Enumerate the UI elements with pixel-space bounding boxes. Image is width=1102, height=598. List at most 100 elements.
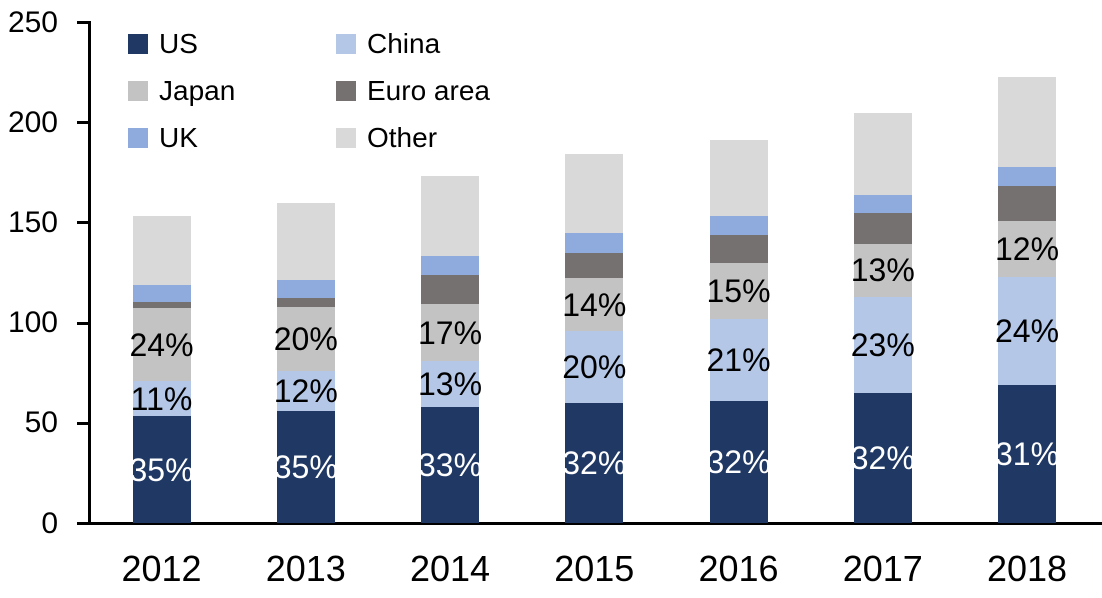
legend: US China Japan Euro area UK Other (128, 20, 544, 161)
bar-segment-label: 12% (994, 230, 1060, 267)
bar-segment-china (709, 319, 768, 402)
bar-segment-japan (998, 220, 1056, 277)
bar-segment-other (853, 112, 912, 195)
bar-segment-uk (998, 166, 1056, 186)
bar-segment-other (565, 153, 624, 233)
x-axis-label: 2013 (265, 548, 346, 589)
y-axis-tick (77, 221, 88, 225)
bar-segment-euro-area (132, 302, 191, 309)
bar-segment-label: 31% (994, 436, 1060, 473)
legend-label: US (159, 27, 198, 59)
x-axis-label: 2018 (986, 548, 1068, 589)
bar-segment-label: 13% (417, 366, 483, 403)
bar-segment-uk (132, 285, 191, 303)
bar-segment-euro-area (998, 185, 1056, 221)
x-axis-label: 2016 (698, 548, 779, 589)
bar-segment-china (565, 331, 624, 404)
legend-swatch-other (336, 127, 356, 148)
bar-segment-other (132, 215, 191, 285)
bar-segment-china (276, 371, 335, 412)
y-axis-tick (77, 421, 88, 425)
y-axis-tick (77, 121, 88, 125)
bar-segment-label: 12% (273, 373, 338, 410)
bar-segment-label: 20% (273, 321, 338, 358)
y-axis-tick-label: 0 (41, 506, 58, 540)
legend-label: Japan (159, 74, 236, 106)
x-axis-label: 2014 (409, 548, 491, 589)
bar-segment-china (421, 361, 479, 408)
bar-segment-label: 11% (130, 380, 193, 417)
bar-segment-label: 21% (706, 342, 771, 379)
bar-segment-euro-area (709, 234, 768, 263)
bar-segment-label: 32% (706, 444, 771, 481)
legend-label: Euro area (367, 74, 490, 106)
bar-segment-us (276, 411, 335, 524)
bar-segment-uk (853, 194, 912, 213)
bar-segment-us (132, 416, 191, 524)
legend-label: Other (367, 121, 438, 153)
bar-segment-label: 35% (129, 451, 194, 488)
bar-segment-china (853, 297, 912, 394)
bar-segment-label: 33% (417, 447, 483, 484)
y-axis-tick-label: 50 (24, 406, 58, 440)
x-axis-line (88, 522, 1102, 525)
y-axis-tick (77, 522, 88, 525)
bar-segment-us (565, 403, 624, 524)
bar-segment-other (421, 175, 479, 256)
bar-segment-japan (132, 308, 191, 382)
bar-segment-japan (276, 307, 335, 372)
bar-segment-japan (853, 243, 912, 298)
legend-item-japan: Japan (128, 67, 336, 114)
bar-segment-label: 14% (562, 286, 627, 323)
bar-segment-label: 17% (417, 314, 483, 351)
bar-segment-euro-area (276, 298, 335, 308)
y-axis-tick (77, 21, 88, 24)
legend-item-us: US (128, 20, 336, 67)
bar-segment-japan (421, 304, 479, 362)
legend-item-euro-area: Euro area (336, 67, 544, 114)
bar-segment-us (421, 407, 479, 524)
bar-segment-label: 15% (706, 273, 771, 310)
bar-segment-uk (421, 255, 479, 275)
bar-segment-uk (709, 215, 768, 235)
bar-segment-other (709, 139, 768, 216)
legend-item-other: Other (336, 114, 544, 161)
x-axis-label: 2017 (842, 548, 923, 589)
y-axis-tick-label: 150 (7, 205, 58, 239)
legend-swatch-japan (128, 80, 148, 101)
legend-label: China (367, 27, 441, 59)
bar-segment-euro-area (421, 275, 479, 305)
y-axis-tick (77, 321, 88, 325)
bar-segment-label: 24% (994, 313, 1060, 350)
legend-label: UK (159, 121, 198, 153)
x-axis-label: 2012 (121, 548, 202, 589)
bar-segment-euro-area (853, 212, 912, 244)
bar-segment-label: 32% (850, 440, 915, 477)
legend-swatch-uk (128, 127, 148, 148)
bar-segment-japan (565, 278, 624, 332)
bar-segment-label: 20% (562, 349, 627, 386)
bar-segment-china (132, 381, 191, 417)
y-axis-line (88, 21, 91, 525)
bar-segment-china (998, 277, 1056, 386)
y-axis-tick-label: 250 (7, 5, 58, 39)
bar-segment-euro-area (565, 252, 624, 278)
legend-item-uk: UK (128, 114, 336, 161)
bar-segment-other (276, 202, 335, 280)
bar-segment-uk (276, 280, 335, 299)
bar-segment-uk (565, 232, 624, 253)
legend-swatch-us (128, 33, 148, 54)
bar-segment-label: 24% (129, 326, 194, 363)
legend-item-china: China (336, 20, 544, 67)
bar-segment-japan (709, 262, 768, 320)
bar-segment-us (998, 385, 1056, 524)
bar-segment-label: 13% (850, 252, 915, 289)
bar-segment-us (853, 393, 912, 524)
bar-segment-label: 35% (273, 449, 338, 486)
x-axis-label: 2015 (554, 548, 635, 589)
bar-segment-other (998, 76, 1056, 167)
bar-segment-label: 23% (850, 327, 915, 364)
y-axis-tick-label: 200 (7, 105, 58, 139)
y-axis-tick-label: 100 (7, 306, 58, 340)
